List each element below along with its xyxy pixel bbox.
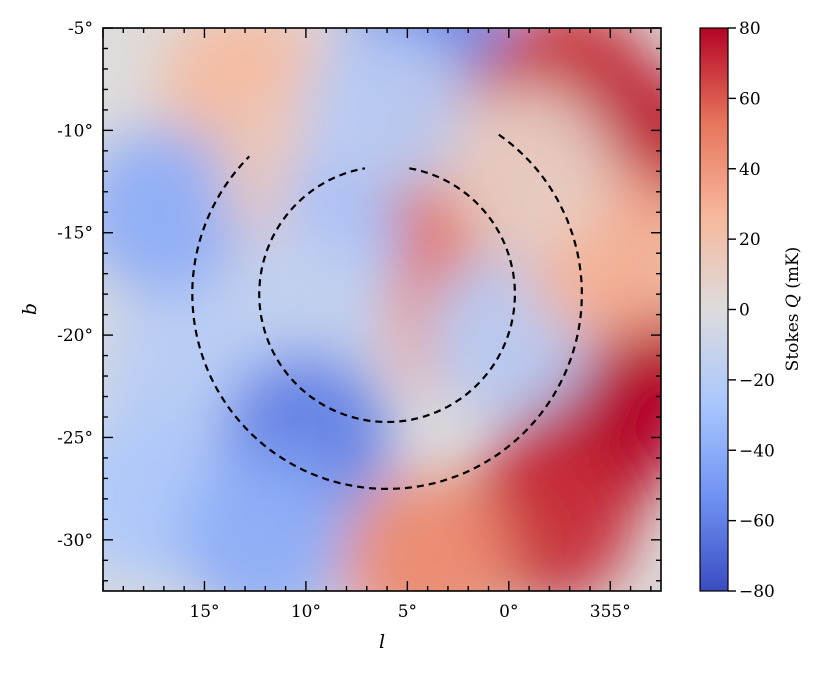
x-axis-label: l: [379, 631, 385, 653]
dashed-arc: [258, 167, 517, 424]
dashed-arc-overlays: [191, 133, 583, 491]
plot-frame: [102, 27, 662, 592]
heatmap-region: [342, 475, 513, 591]
colorbar-tick-label: 40: [739, 160, 761, 180]
colorbar-tick-label: 80: [739, 19, 761, 39]
y-tick-label: -5°: [68, 19, 93, 39]
x-tick-label: 0°: [499, 602, 518, 622]
colorbar-tick-label: −40: [739, 441, 775, 461]
x-tick-label: 5°: [398, 602, 417, 622]
colorbar-tick-label: 0: [739, 301, 750, 321]
axis-ticks: [102, 27, 661, 591]
colorbar-tick-label: −60: [739, 512, 775, 532]
y-tick-label: -30°: [57, 531, 93, 551]
heatmap-cells: [103, 28, 661, 591]
heatmap-area: [103, 28, 661, 591]
y-tick-label: -20°: [57, 326, 93, 346]
heatmap-region: [301, 28, 473, 196]
dashed-arc: [191, 133, 583, 491]
heatmap-region: [180, 454, 351, 591]
colorbar-label-prefix: Stokes: [783, 308, 803, 371]
heatmap-region: [443, 86, 615, 257]
colorbar-tick-label: 60: [739, 89, 761, 109]
colorbar: 80 60 40 20 0 −20 −40 −60 −80 Stokes Q (mK): [699, 19, 803, 602]
colorbar-label: Stokes Q (mK): [783, 247, 803, 372]
x-tick-label: 10°: [291, 602, 321, 622]
y-tick-labels: -5° -10° -15° -20° -25° -30°: [57, 19, 93, 551]
colorbar-tick-label: −80: [739, 582, 775, 602]
colorbar-ticks: 80 60 40 20 0 −20 −40 −60 −80: [728, 19, 775, 602]
colorbar-label-suffix: (mK): [783, 247, 803, 295]
y-tick-label: -25°: [57, 428, 93, 448]
x-tick-label: 15°: [189, 602, 219, 622]
heatmap-region: [103, 127, 250, 298]
x-tick-label: 355°: [590, 602, 631, 622]
colorbar-gradient: [699, 27, 729, 592]
colorbar-tick-label: 20: [739, 230, 761, 250]
y-axis-label: b: [19, 303, 41, 315]
x-tick-labels: 15° 10° 5° 0° 355°: [189, 602, 630, 622]
y-tick-label: -10°: [57, 121, 93, 141]
y-tick-label: -15°: [57, 224, 93, 244]
colorbar-tick-label: −20: [739, 371, 775, 391]
colorbar-label-var: Q: [783, 294, 803, 308]
